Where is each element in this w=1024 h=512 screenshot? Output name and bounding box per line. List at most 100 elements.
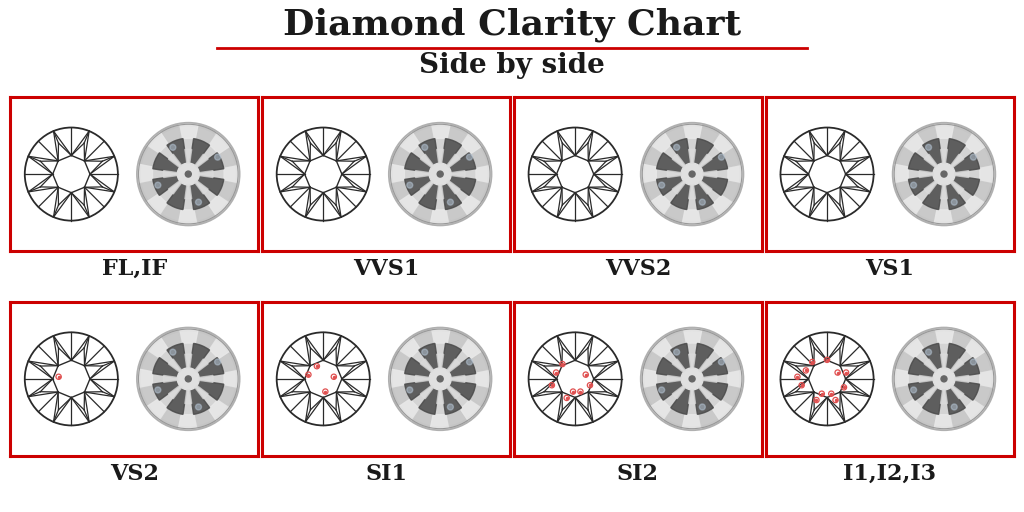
Wedge shape [184,354,191,368]
Circle shape [642,329,742,429]
Wedge shape [167,182,186,209]
Wedge shape [951,409,972,428]
Wedge shape [218,146,238,167]
Wedge shape [475,164,490,184]
Wedge shape [672,386,685,399]
Wedge shape [954,375,969,382]
Wedge shape [451,170,465,178]
Wedge shape [168,386,181,399]
Wedge shape [964,194,985,216]
Wedge shape [650,133,672,154]
Circle shape [170,349,176,355]
Wedge shape [902,337,924,359]
Wedge shape [419,387,438,414]
Text: Diamond Clarity Chart: Diamond Clarity Chart [283,7,741,42]
Wedge shape [672,154,685,167]
Wedge shape [195,154,208,167]
Wedge shape [197,153,224,173]
Wedge shape [168,181,181,194]
Wedge shape [161,204,181,223]
Wedge shape [139,386,159,407]
Text: VS2: VS2 [110,463,159,484]
Circle shape [185,171,191,177]
Wedge shape [700,357,728,377]
Wedge shape [446,181,460,194]
Wedge shape [223,164,239,184]
Circle shape [933,163,955,185]
Wedge shape [436,354,443,368]
Wedge shape [945,139,966,166]
Wedge shape [447,204,468,223]
Wedge shape [656,380,684,400]
Wedge shape [688,149,695,163]
Wedge shape [449,380,476,400]
Circle shape [196,404,202,410]
Wedge shape [470,351,489,372]
Wedge shape [722,386,741,407]
Wedge shape [656,357,684,377]
Wedge shape [447,330,468,349]
Wedge shape [643,386,663,407]
Wedge shape [189,344,210,371]
Wedge shape [672,359,685,372]
Wedge shape [196,125,216,144]
Wedge shape [161,330,181,349]
Wedge shape [979,369,994,389]
Wedge shape [712,399,733,420]
Circle shape [429,368,452,390]
Wedge shape [146,337,168,359]
Circle shape [170,144,176,151]
Wedge shape [940,149,947,163]
Wedge shape [391,146,411,167]
Wedge shape [954,170,969,178]
Wedge shape [908,153,936,173]
Wedge shape [446,359,460,372]
Wedge shape [167,139,186,166]
Text: I1,I2,I3: I1,I2,I3 [844,463,936,484]
Circle shape [422,144,428,151]
Wedge shape [208,337,229,359]
Wedge shape [951,330,972,349]
Circle shape [910,387,916,393]
Wedge shape [916,204,937,223]
Wedge shape [895,351,914,372]
Wedge shape [419,344,438,371]
Wedge shape [668,375,681,382]
Wedge shape [184,149,191,163]
Wedge shape [146,194,168,216]
Wedge shape [688,354,695,368]
Wedge shape [682,209,701,224]
Wedge shape [449,357,476,377]
Circle shape [467,359,472,365]
Wedge shape [916,409,937,428]
Wedge shape [178,209,198,224]
Wedge shape [895,146,914,167]
Wedge shape [413,409,433,428]
Circle shape [429,163,452,185]
Wedge shape [964,399,985,420]
Circle shape [642,124,742,224]
Circle shape [177,368,200,390]
Circle shape [689,171,695,177]
Wedge shape [398,194,420,216]
Wedge shape [430,124,450,139]
Circle shape [658,182,665,188]
Wedge shape [470,181,489,202]
Circle shape [681,163,703,185]
Circle shape [138,124,239,224]
Circle shape [674,144,680,151]
Text: Side by side: Side by side [419,52,605,79]
Wedge shape [199,375,213,382]
Wedge shape [153,176,180,196]
Wedge shape [727,369,742,389]
Wedge shape [700,153,728,173]
Circle shape [971,359,976,365]
Circle shape [674,349,680,355]
Wedge shape [161,125,181,144]
Wedge shape [413,204,433,223]
Wedge shape [671,139,690,166]
Circle shape [155,387,161,393]
Wedge shape [153,153,180,173]
Text: FL,IF: FL,IF [101,258,167,280]
Wedge shape [441,139,462,166]
